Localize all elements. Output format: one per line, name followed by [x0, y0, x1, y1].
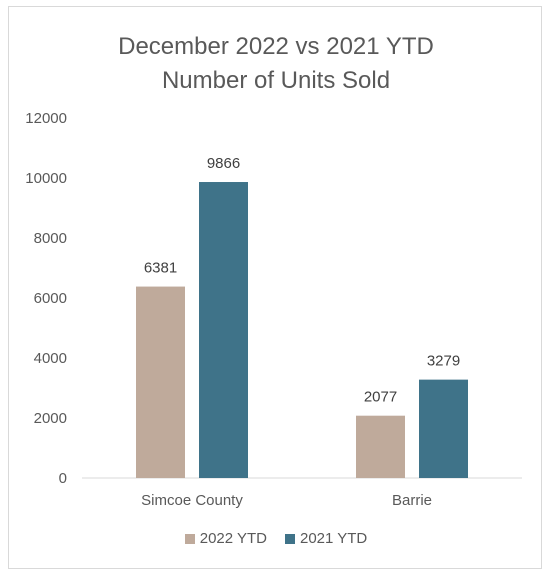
y-tick-label: 4000: [34, 350, 67, 367]
chart-title: December 2022 vs 2021 YTD Number of Unit…: [0, 30, 552, 98]
bar-2021-simcoe-county: [199, 182, 248, 478]
bar-2022-simcoe-county: [136, 286, 185, 478]
data-label: 3279: [427, 353, 460, 370]
y-tick-label: 10000: [25, 170, 67, 187]
y-tick-label: 2000: [34, 410, 67, 427]
legend-item-2022: 2022 YTD: [184, 530, 267, 547]
legend-swatch-2021: [285, 533, 295, 544]
data-label: 2077: [364, 389, 397, 406]
bar-2021-barrie: [419, 379, 468, 478]
legend-item-2021: 2021 YTD: [285, 530, 367, 547]
y-tick-label: 6000: [34, 290, 67, 307]
legend-label-2021: 2021 YTD: [300, 530, 368, 547]
chart-title-line1: December 2022 vs 2021 YTD: [118, 33, 434, 60]
bar-2022-barrie: [356, 415, 405, 478]
legend-label-2022: 2022 YTD: [199, 530, 267, 547]
legend-swatch-2022: [184, 533, 195, 544]
chart-title-line2: Number of Units Sold: [161, 67, 391, 94]
data-label: 6381: [144, 260, 177, 277]
y-tick-label: 12000: [25, 110, 67, 127]
y-tick-label: 0: [59, 470, 67, 487]
x-category-label: Barrie: [392, 492, 432, 509]
y-tick-label: 8000: [34, 230, 67, 247]
data-label: 9866: [207, 155, 240, 172]
legend: 2022 YTD 2021 YTD: [0, 530, 552, 547]
x-category-label: Simcoe County: [141, 492, 243, 509]
